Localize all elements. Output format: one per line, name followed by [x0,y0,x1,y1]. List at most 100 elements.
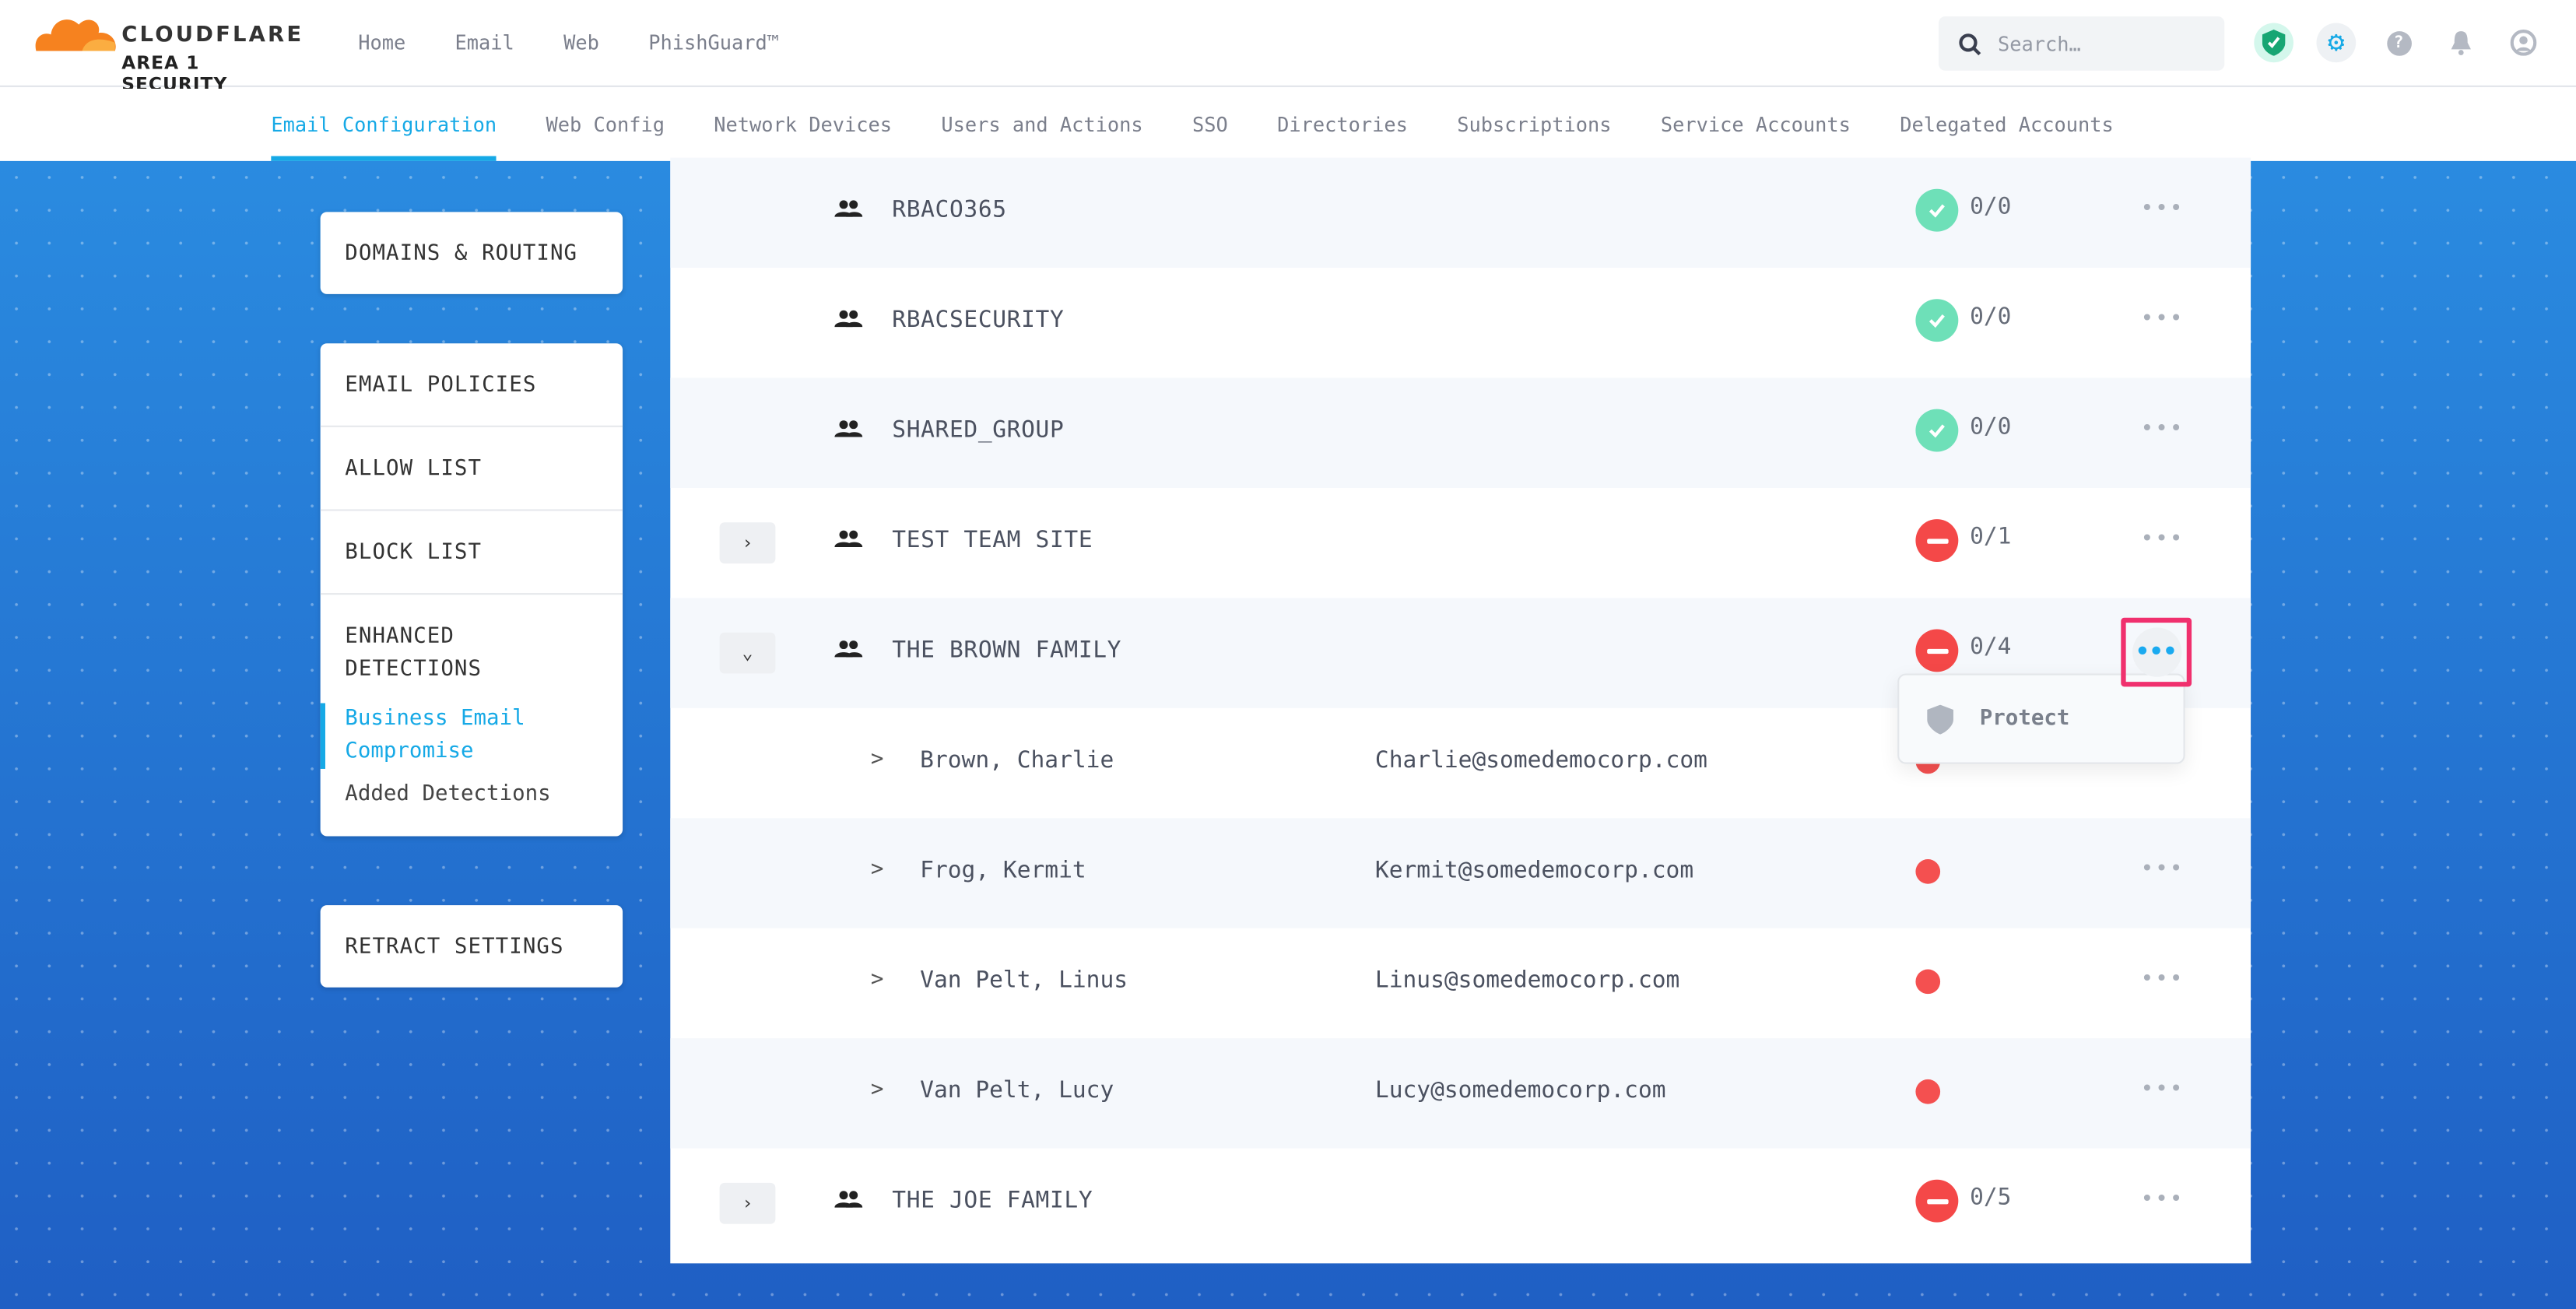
nav-email[interactable]: Email [454,31,514,54]
protected-count: 0/5 [1970,1184,2012,1211]
collapse-button[interactable]: ⌄ [719,632,776,674]
more-actions-button[interactable]: ••• [2140,967,2185,993]
help-icon[interactable]: ? [2379,23,2419,63]
chevron-right-icon[interactable]: > [870,857,884,883]
gear-icon[interactable]: ⚙ [2316,23,2357,63]
chevron-right-icon: › [742,1192,753,1215]
top-bar: CLOUDFLARE AREA 1 SECURITY Home Email We… [0,0,2576,95]
user-avatar-icon[interactable] [2504,23,2543,63]
sidebar-item-retract-settings[interactable]: RETRACT SETTINGS [345,934,564,959]
sidebar-item-allow-list[interactable]: ALLOW LIST [320,427,623,511]
group-icon [834,524,863,555]
sidebar-card-policies: EMAIL POLICIES ALLOW LIST BLOCK LIST ENH… [320,343,623,837]
group-icon [834,634,863,665]
sub-nav: Email Configuration Web Config Network D… [0,88,2576,161]
member-email: Charlie@somedemocorp.com [1374,747,1707,774]
tab-delegated-accounts[interactable]: Delegated Accounts [1900,113,2114,137]
more-icon: ••• [2132,627,2181,677]
more-actions-button[interactable]: ••• [2140,857,2185,883]
minus-circle-icon [1915,519,1959,562]
tab-users-and-actions[interactable]: Users and Actions [941,113,1143,137]
expand-button[interactable]: › [719,1182,776,1224]
sidebar-subitem-added-detections[interactable]: Added Detections [345,781,551,807]
more-actions-button[interactable]: ••• [2140,527,2185,553]
group-name: TEST TEAM SITE [892,527,1093,554]
brand-name: CLOUDFLARE [121,23,304,48]
protected-count: 0/0 [1970,194,2012,220]
group-name: THE BROWN FAMILY [892,637,1122,664]
tab-directories[interactable]: Directories [1277,113,1408,137]
check-circle-icon [1915,409,1959,452]
more-actions-button-highlighted[interactable]: ••• [2121,617,2192,687]
group-icon [834,194,863,225]
group-icon [834,414,863,445]
more-actions-button[interactable]: ••• [2140,307,2185,332]
member-name: Brown, Charlie [920,747,1114,774]
more-actions-button[interactable]: ••• [2140,1077,2185,1103]
chevron-right-icon[interactable]: > [870,967,884,993]
group-icon [834,1184,863,1216]
check-circle-icon [1915,188,1959,232]
expand-button[interactable]: › [719,522,776,564]
cloudflare-logo[interactable]: CLOUDFLARE AREA 1 SECURITY [33,9,312,95]
sidebar-card-domains: DOMAINS & ROUTING [320,212,623,294]
group-row[interactable]: › TEST TEAM SITE 0/1 ••• [670,488,2251,598]
tab-web-config[interactable]: Web Config [546,113,665,137]
nav-phishguard[interactable]: PhishGuard™ [648,31,780,54]
chevron-down-icon: ⌄ [742,642,753,664]
cloud-icon [35,19,116,51]
group-name: RBACO365 [892,197,1007,224]
shield-icon [1927,704,1953,734]
member-email: Kermit@somedemocorp.com [1374,857,1694,884]
member-row[interactable]: > Van Pelt, Lucy Lucy@somedemocorp.com •… [670,1038,2251,1149]
unprotected-status-dot [1915,969,1941,995]
unprotected-status-dot [1915,1079,1941,1104]
group-name: RBACSECURITY [892,307,1065,334]
unprotected-status-dot [1915,859,1941,884]
more-actions-button[interactable]: ••• [2140,197,2185,222]
search-icon [1959,33,1981,55]
sidebar-item-block-list[interactable]: BLOCK LIST [320,511,623,595]
member-row[interactable]: > Frog, Kermit Kermit@somedemocorp.com •… [670,818,2251,928]
group-row[interactable]: SHARED_GROUP 0/0 ••• [670,377,2251,488]
more-actions-button[interactable]: ••• [2140,417,2185,442]
bell-icon[interactable] [2441,23,2481,63]
chevron-right-icon[interactable]: > [870,1077,884,1103]
nav-web[interactable]: Web [563,31,599,54]
sidebar-item-enhanced-detections[interactable]: ENHANCED DETECTIONS [345,624,483,683]
group-name: SHARED_GROUP [892,417,1065,444]
groups-table: RBACO365 0/0 ••• RBACSECURITY 0/0 ••• SHARED_G… [670,157,2251,1264]
shield-check-icon[interactable] [2254,23,2293,63]
sidebar-item-email-policies[interactable]: EMAIL POLICIES [320,343,623,427]
nav-home[interactable]: Home [358,31,406,54]
menu-item-protect[interactable]: Protect [1979,706,2070,732]
tab-sso[interactable]: SSO [1192,113,1228,137]
member-name: Frog, Kermit [920,857,1086,884]
protected-count: 0/4 [1970,633,2012,661]
tab-service-accounts[interactable]: Service Accounts [1660,113,1851,137]
tab-network-devices[interactable]: Network Devices [714,113,893,137]
member-name: Van Pelt, Linus [920,967,1128,995]
member-row[interactable]: > Van Pelt, Linus Linus@somedemocorp.com… [670,928,2251,1038]
chevron-right-icon[interactable]: > [870,747,884,773]
tab-subscriptions[interactable]: Subscriptions [1457,113,1612,137]
search-placeholder: Search… [1997,32,2081,55]
minus-circle-icon [1915,629,1959,672]
group-row[interactable]: › THE JOE FAMILY 0/5 ••• [670,1149,2251,1258]
group-row[interactable]: RBACO365 0/0 ••• [670,157,2251,268]
member-email: Linus@somedemocorp.com [1374,967,1680,995]
sidebar-item-domains-routing[interactable]: DOMAINS & ROUTING [345,240,578,265]
group-icon [834,304,863,335]
tab-email-configuration[interactable]: Email Configuration [271,89,497,161]
search-input[interactable]: Search… [1938,16,2225,71]
top-nav: Home Email Web PhishGuard™ [358,31,779,54]
more-actions-button[interactable]: ••• [2140,1188,2185,1212]
chevron-right-icon: › [742,532,753,554]
group-name: THE JOE FAMILY [892,1188,1093,1215]
sidebar-subitem-business-email-compromise[interactable]: Business Email Compromise [320,703,623,769]
protected-count: 0/0 [1970,304,2012,331]
protected-count: 0/0 [1970,413,2012,440]
protected-count: 0/1 [1970,524,2012,551]
group-row[interactable]: RBACSECURITY 0/0 ••• [670,268,2251,377]
minus-circle-icon [1915,1179,1959,1223]
